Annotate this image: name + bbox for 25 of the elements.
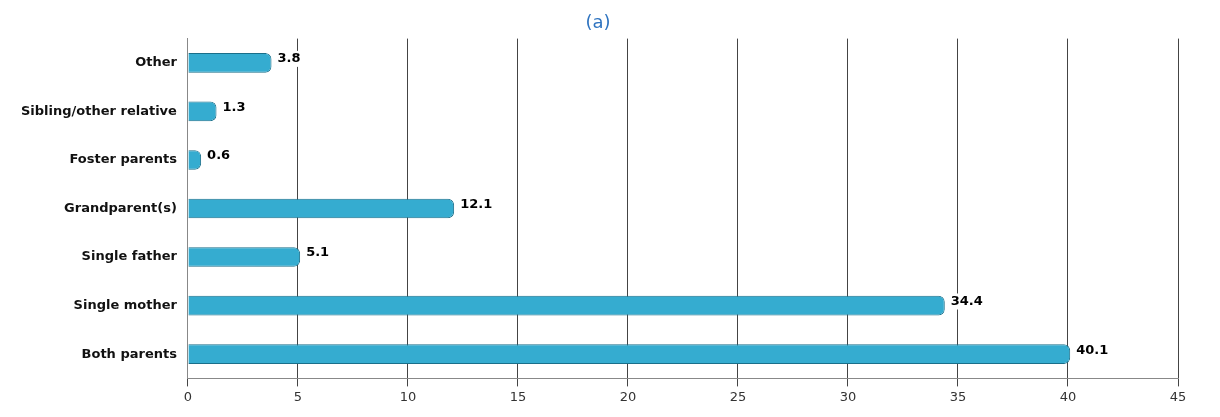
x-tick-label: 40 [1059,388,1077,404]
x-tick-label: 15 [509,388,527,404]
x-tick-label: 45 [1169,388,1187,404]
x-tick-label: 35 [949,388,967,404]
y-tick-label: Grandparent(s) [64,199,177,215]
data-label: 3.8 [277,50,301,66]
x-tick-label: 20 [619,388,637,404]
y-tick-label: Other [135,54,178,70]
y-tick-label: Both parents [81,345,178,361]
x-tick-label: 30 [839,388,857,404]
x-tick-label: 25 [729,388,747,404]
data-label: 12.1 [460,195,493,211]
chart-title: (a) [585,11,611,33]
y-tick-label: Sibling/other relative [21,102,178,118]
y-tick-label: Foster parents [69,151,178,167]
x-tick-label: 10 [399,388,417,404]
data-label: 5.1 [306,244,330,260]
x-tick-label: 0 [183,388,193,404]
data-label: 34.4 [950,292,983,308]
y-tick-label: Single mother [73,296,178,312]
data-label: 40.1 [1076,341,1109,357]
y-tick-label: Single father [81,248,178,264]
data-label: 1.3 [222,98,246,114]
x-tick-label: 5 [293,388,303,404]
data-label: 0.6 [207,147,231,163]
